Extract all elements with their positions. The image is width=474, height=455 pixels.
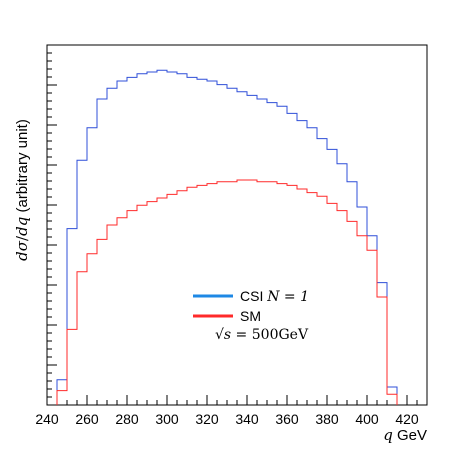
x-tick-label: 400 xyxy=(355,411,379,427)
legend-label-sm: SM xyxy=(240,308,261,324)
x-tick-label: 360 xyxy=(275,411,299,427)
energy-annotation: √s = 500GeV xyxy=(215,327,309,343)
y-axis-title-d2: d xyxy=(13,226,31,236)
x-axis-title: q GeV xyxy=(383,426,427,444)
legend-label-csi-math: N = 1 xyxy=(266,289,309,305)
x-tick-label: 340 xyxy=(235,411,259,427)
y-axis-title-suffix: (arbitrary unit) xyxy=(14,119,31,217)
x-tick-label: 420 xyxy=(395,411,419,427)
x-tick-labels: 240 260 280 300 320 340 360 380 400 420 xyxy=(35,411,419,427)
x-tick-label: 260 xyxy=(75,411,99,427)
legend: CSI N = 1 SM √s = 500GeV xyxy=(193,288,309,343)
x-tick-label: 300 xyxy=(155,411,179,427)
energy-annotation-value: 500GeV xyxy=(252,327,309,343)
energy-annotation-equals: = xyxy=(231,327,252,343)
energy-annotation-s: s xyxy=(224,327,231,343)
legend-label-csi-name: CSI xyxy=(240,288,263,304)
series-line-csi xyxy=(56,69,398,405)
series-line-sm xyxy=(56,179,398,405)
x-tick-label: 240 xyxy=(35,411,59,427)
x-tick-label: 280 xyxy=(115,411,139,427)
y-axis-title-d: d xyxy=(13,251,31,261)
y-axis-title-sigma: σ xyxy=(13,240,31,251)
series-layer xyxy=(56,69,398,405)
legend-label-csi: CSI N = 1 xyxy=(240,288,309,305)
x-axis-title-var: q xyxy=(383,426,393,444)
x-axis-title-unit: GeV xyxy=(397,427,427,444)
x-tick-label: 380 xyxy=(315,411,339,427)
x-tick-label: 320 xyxy=(195,411,219,427)
y-axis-title-q: q xyxy=(13,217,31,227)
y-axis-title: dσ/dq (arbitrary unit) xyxy=(13,119,31,261)
energy-annotation-root: √ xyxy=(215,327,224,343)
y-axis-title-slash: / xyxy=(13,235,31,241)
